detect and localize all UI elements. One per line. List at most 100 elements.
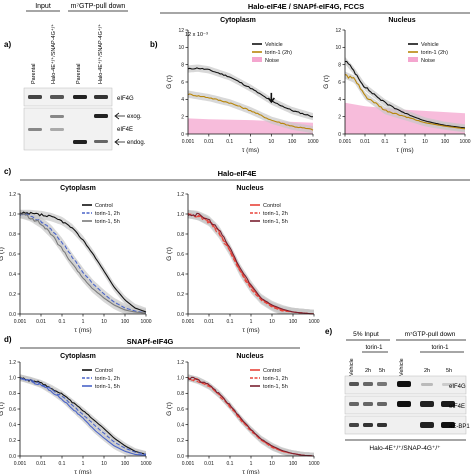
panel-b-letter: b) [150,40,158,49]
y-tick-label: 0.0 [177,454,184,460]
panel-e-band [377,382,387,386]
panel-e-band [349,402,359,406]
legend-label: torin-1, 2h [95,211,120,217]
panel-b: b) Halo-eIF4E / SNAPf-eIF4G, FCCS Cytopl… [150,2,470,49]
y-tick-label: 4 [181,97,184,103]
legend-label: Control [263,203,281,209]
series-error-band [20,374,146,456]
y-tick-label: 1.0 [177,375,184,381]
x-axis-label: τ (ms) [242,147,259,154]
y-axis-label: G (τ) [0,247,5,261]
panel-c-letter: c) [4,167,11,176]
panel-e-label-4ebp1: 4E-BP1 [449,424,470,430]
panel-a-lane-1: Parental [31,64,37,85]
panel-e-input-header: 5% Input [353,331,379,338]
panel-a-band [73,140,87,144]
panel-e-lane-1: Vehicle [349,358,355,376]
x-tick-label: 0.1 [227,461,234,467]
x-tick-label: 10 [269,139,275,145]
legend-label: torin-1, 5h [95,219,120,225]
y-tick-label: 0.6 [177,407,184,413]
panel-e-band [420,422,434,428]
y-tick-label: 8 [181,62,184,68]
panel-e-band [349,423,359,427]
panel-a-band [94,140,108,143]
y-tick-label: 0.6 [177,252,184,258]
y-tick-label: 0.8 [9,232,16,238]
series-line-vehicle [344,60,466,129]
panel-e-band [441,401,455,407]
legend-label: torin-1, 5h [95,384,120,390]
panel-e-torin-right: torin-1 [431,345,449,351]
x-axis-label: τ (ms) [74,469,91,474]
panel-a-band [50,128,64,131]
x-tick-label: 100 [289,319,298,325]
x-tick-label: 0.01 [36,461,46,467]
y-axis-label: G (τ) [0,402,5,416]
panel-a: a) Input m⁷GTP-pull down Parental Halo-4… [4,3,146,151]
plot-d-right: 0.001 0.01 0.1 1 10 100 1000 0.0 0.2 0.4 0.6 0.8 1.0… [166,360,320,474]
legend-label: torin-1 (2h) [421,50,448,56]
series-error-band [188,90,313,134]
panel-e: e) 5% Input m⁷GTP-pull down torin-1 tori… [325,327,470,452]
y-tick-label: 0.4 [9,422,16,428]
y-tick-label: 0.2 [9,292,16,298]
legend-label: torin-1 (2h) [265,50,292,56]
panel-a-band [28,128,42,131]
series-line-torin-1-2h [19,213,147,314]
panel-a-letter: a) [4,40,11,49]
x-tick-label: 1000 [308,319,319,325]
y-tick-label: 0.6 [9,252,16,258]
y-tick-label: 0.0 [177,312,184,318]
series-line-torin-1-2h- [187,93,314,131]
y-tick-label: 0 [181,132,184,138]
panel-d-letter: d) [4,335,12,344]
y-tick-label: 2 [338,114,341,120]
y-tick-label: 6 [181,80,184,86]
x-tick-label: 1000 [308,461,319,467]
series-error-band [20,209,146,314]
panel-a-band [50,95,64,99]
x-tick-label: 1 [250,319,253,325]
legend-label: torin-1, 2h [95,376,120,382]
series-line-torin-1-5h [187,376,315,457]
y-tick-label: 0 [338,132,341,138]
x-tick-label: 1 [82,461,85,467]
y-tick-label: 1.2 [177,192,184,198]
y-tick-label: 1.2 [177,360,184,366]
x-tick-label: 1 [250,461,253,467]
panel-a-band [50,115,64,118]
series-error-band [20,374,146,456]
panel-a-pulldown-header: m⁷GTP-pull down [71,3,126,10]
x-tick-label: 100 [289,461,298,467]
y-tick-label: 1.2 [9,360,16,366]
series-error-band [188,209,314,314]
panel-e-band [363,423,373,427]
series-line-torin-1-5h [187,212,315,315]
panel-a-lane-3: Parental [76,64,82,85]
exog-arrow-icon [114,112,125,120]
y-tick-label: 0.4 [177,422,184,428]
series-error-band [188,209,314,314]
panel-a-band [73,95,87,99]
x-tick-label: 0.1 [59,461,66,467]
x-tick-label: 1000 [140,319,151,325]
panel-e-blot-4ebp1 [344,415,467,435]
panel-e-lane-3: 5h [379,368,385,374]
y-tick-label: 4 [338,97,341,103]
plot-b-left: 0.001 0.01 0.1 1 10 100 1000 0 2 4 6 8 10 12 τ (ms) G (… [166,28,319,154]
legend-label: Control [263,368,281,374]
legend-label: Noise [265,58,279,64]
panel-e-band [442,383,454,386]
x-axis-label: τ (ms) [396,147,413,154]
x-tick-label: 0.1 [59,319,66,325]
panel-e-band [363,382,373,386]
panel-a-band [94,114,108,118]
series-line-torin-1-5h [19,376,147,456]
down-arrow-icon [267,92,275,104]
panel-b-subtitle-right: Nucleus [388,17,415,24]
panel-e-band [421,383,433,386]
panel-c-subtitle-left: Cytoplasm [60,185,96,192]
x-tick-label: 0.001 [14,461,27,467]
